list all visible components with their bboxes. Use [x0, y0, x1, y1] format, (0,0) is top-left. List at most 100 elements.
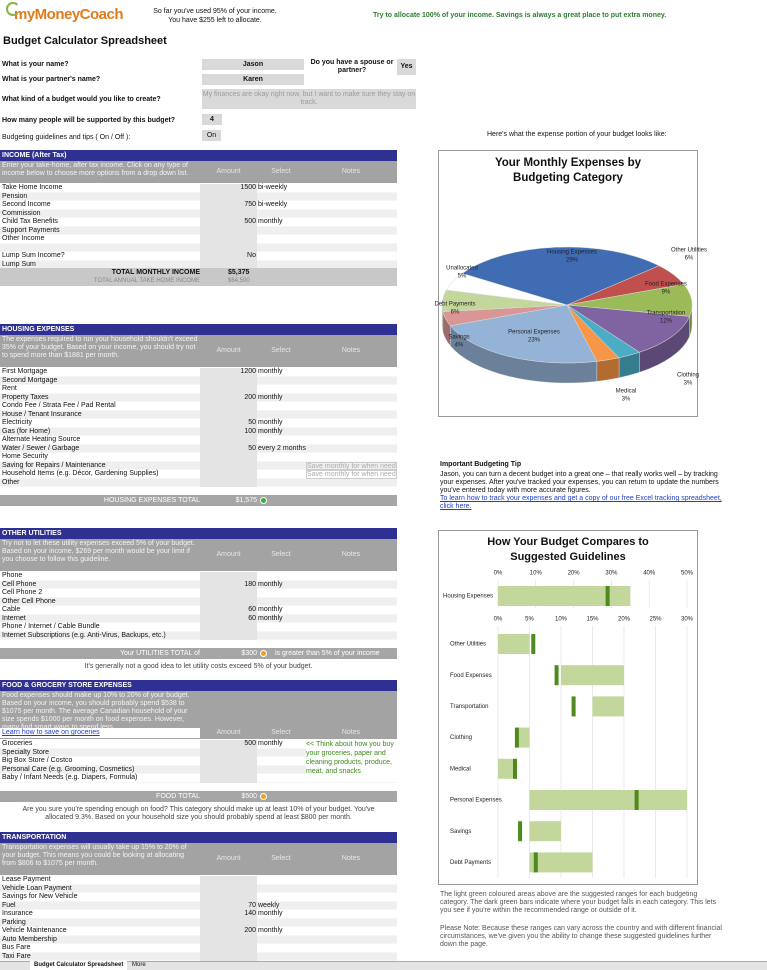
answer[interactable]: 4 [202, 114, 222, 125]
row-frequency[interactable]: monthly [258, 606, 283, 613]
section-title: FOOD & GROCERY STORE EXPENSES [0, 680, 397, 691]
sheet-tab[interactable]: Budget Calculator Spreadsheet [30, 961, 128, 970]
actual-value [634, 790, 639, 810]
row-label: Internet Subscriptions (e.g. Anti-Virus,… [2, 631, 166, 639]
pie-label: Unallocated [446, 266, 478, 272]
row-label: Water / Sewer / Garbage [2, 444, 80, 452]
row-amount[interactable]: 1200 [240, 368, 256, 375]
row-label: Support Payments [2, 226, 60, 234]
row-frequency[interactable]: monthly [258, 910, 283, 917]
row-amount[interactable]: 60 [248, 606, 256, 613]
amount-cell [200, 243, 257, 252]
row-frequency[interactable]: every 2 months [258, 444, 306, 452]
row-label: Other Cell Phone [2, 597, 56, 605]
row [0, 918, 397, 927]
row-label: First Mortgage [2, 368, 48, 375]
row-label: Take Home Income [2, 184, 63, 191]
category-label: Transportation [450, 704, 488, 710]
answer[interactable]: Jason [202, 59, 304, 70]
row [0, 927, 397, 936]
row-amount[interactable]: 750 [244, 201, 256, 208]
amount-cell [200, 453, 257, 462]
row-frequency[interactable]: weekly [258, 901, 280, 909]
status-line: So far you've used 95% of your income. [153, 8, 277, 15]
row-amount[interactable]: 180 [244, 580, 256, 588]
row-label: Big Box Store / Costco [2, 757, 73, 764]
category-label: Debt Payments [450, 860, 491, 866]
actual-value [571, 696, 576, 717]
answer[interactable]: My finances are okay right now, but I wa… [202, 89, 416, 109]
row-frequency[interactable]: monthly [258, 419, 283, 426]
row-label: Commission [2, 209, 41, 217]
amount-cell [200, 252, 257, 261]
suggested-range [529, 852, 593, 873]
tip-title: Important Budgeting Tip [440, 461, 522, 468]
suggested-range [498, 634, 530, 654]
total-label: TOTAL MONTHLY INCOME [111, 269, 200, 276]
totals-bg [0, 268, 397, 286]
footer-bar [0, 648, 397, 659]
amount-cell [200, 580, 257, 589]
answer[interactable]: Karen [202, 74, 304, 85]
amount-cell [200, 597, 257, 606]
pie-value-label: 3% [684, 381, 693, 387]
row-amount[interactable]: 200 [244, 393, 256, 401]
tip-link[interactable]: To learn how to track your expenses and … [440, 495, 722, 511]
amount-cell [200, 927, 257, 936]
row-amount[interactable]: 60 [248, 614, 256, 622]
suggested-range [498, 758, 517, 779]
row-frequency[interactable]: bi-weekly [258, 201, 288, 208]
footer-bar [0, 790, 397, 802]
answer[interactable]: On [202, 130, 221, 141]
x-tick-label: 10% [555, 617, 568, 623]
row-amount[interactable]: 200 [244, 927, 256, 934]
row-frequency[interactable]: monthly [258, 218, 283, 225]
row-amount[interactable]: No [247, 252, 256, 259]
row-amount[interactable]: 1500 [240, 184, 256, 191]
total-label: TOTAL ANNUAL TAKE HOME INCOME [93, 278, 200, 284]
amount-cell [200, 631, 257, 640]
amount-cell [200, 757, 257, 766]
status-icon [260, 650, 267, 657]
actual-value [554, 665, 559, 686]
tip-text: Jason, you can turn a decent budget into… [440, 471, 719, 495]
row-label: Bus Fare [2, 944, 31, 951]
side-note: << Think about how you buy your grocerie… [306, 740, 398, 777]
row-frequency[interactable]: monthly [258, 427, 283, 435]
row-frequency[interactable]: bi-weekly [258, 184, 288, 191]
row [0, 252, 397, 261]
section-link-bg [0, 728, 200, 738]
x-tick-label: 0% [494, 617, 503, 623]
row-frequency[interactable]: monthly [258, 614, 283, 622]
column-header: Notes [341, 347, 361, 354]
answer[interactable]: Yes [397, 59, 416, 75]
row-frequency[interactable]: monthly [258, 927, 283, 934]
amount-cell [200, 935, 257, 944]
row-amount[interactable]: 500 [244, 218, 256, 225]
row-amount[interactable]: 100 [244, 427, 256, 435]
row-amount[interactable]: 140 [244, 910, 256, 917]
footer-bar [0, 495, 397, 506]
row-frequency[interactable]: monthly [258, 580, 283, 588]
row [0, 226, 397, 235]
row-amount[interactable]: 50 [248, 419, 256, 426]
row [0, 944, 397, 953]
row-frequency[interactable]: monthly [258, 393, 283, 401]
row [0, 893, 397, 902]
amount-cell [200, 918, 257, 927]
row-frequency[interactable]: monthly [258, 740, 283, 747]
column-header: Amount [216, 347, 241, 354]
row-label: Home Security [2, 453, 48, 460]
row-amount[interactable]: 70 [248, 901, 256, 909]
amount-cell [200, 427, 257, 436]
actual-value [518, 821, 523, 842]
section-link[interactable]: Learn how to save on groceries [2, 729, 100, 736]
question: Do you have a spouse or partner? [310, 59, 394, 75]
row [0, 410, 397, 419]
row-amount[interactable]: 50 [248, 444, 256, 452]
row-frequency[interactable]: monthly [258, 368, 283, 375]
x-tick-label: 5% [525, 617, 534, 623]
sheet-tab[interactable]: More [132, 962, 146, 968]
row-amount[interactable]: 500 [244, 740, 256, 747]
